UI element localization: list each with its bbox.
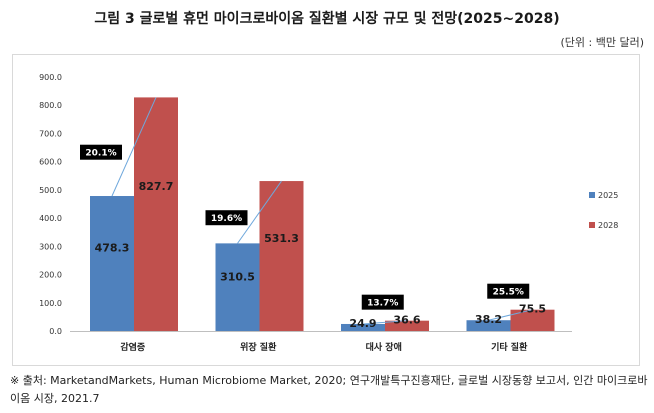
- growth-line: [488, 309, 533, 321]
- y-tick-label: 0.0: [49, 327, 62, 336]
- legend-swatch: [589, 222, 595, 228]
- data-label-2028: 36.6: [393, 314, 420, 327]
- x-category-label: 기타 질환: [491, 341, 528, 353]
- bar-2025: [215, 243, 260, 331]
- cagr-label: 20.1%: [85, 149, 116, 159]
- unit-label: (단위 : 백만 달러): [560, 36, 645, 49]
- data-label-2025: 24.9: [349, 317, 376, 330]
- bar-2025: [90, 196, 134, 331]
- x-category-label: 감염증: [120, 341, 145, 353]
- bar-2025: [341, 323, 385, 331]
- y-tick-label: 100.0: [39, 299, 62, 308]
- cagr-badge: [205, 210, 248, 226]
- y-tick-label: 600.0: [39, 158, 62, 167]
- data-label-2028: 75.5: [519, 303, 546, 316]
- data-label-2028: 531.3: [264, 232, 299, 245]
- bar-2028: [134, 97, 178, 331]
- cagr-label: 19.6%: [211, 214, 242, 224]
- growth-line: [362, 320, 408, 325]
- legend-label: 2025: [598, 191, 618, 200]
- y-tick-label: 400.0: [39, 214, 62, 223]
- bar-2028: [510, 309, 555, 331]
- x-category-label: 대사 장애: [366, 341, 402, 353]
- bar-2028: [259, 181, 304, 331]
- y-tick-label: 700.0: [39, 129, 62, 138]
- x-category-label: 위장 질환: [240, 341, 277, 353]
- growth-line: [111, 97, 157, 197]
- cagr-badge: [361, 294, 404, 310]
- bar-chart: 0.0 100.0 200.0 300.0 400.0 500.0 600.0 700.0 80…: [39, 73, 618, 353]
- y-tick-label: 300.0: [39, 242, 62, 251]
- data-label-2025: 38.2: [475, 313, 502, 326]
- bar-2025: [466, 320, 511, 331]
- cagr-badge: [80, 144, 122, 160]
- data-label-2028: 827.7: [139, 180, 174, 193]
- data-label-2025: 310.5: [220, 271, 255, 284]
- chart-title: 그림 3 글로벌 휴먼 마이크로바이옴 질환별 시장 규모 및 전망(2025~…: [94, 11, 560, 27]
- cagr-label: 13.7%: [367, 299, 398, 309]
- cagr-badge: [487, 283, 530, 299]
- data-label-2025: 478.3: [95, 241, 130, 254]
- source-note: ※ 출처: MarketandMarkets, Human Microbiome…: [10, 374, 648, 405]
- bar-2028: [385, 320, 429, 331]
- y-tick-label: 500.0: [39, 186, 62, 195]
- legend-swatch: [589, 192, 595, 198]
- cagr-label: 25.5%: [493, 288, 524, 298]
- growth-line: [237, 180, 282, 244]
- y-tick-label: 900.0: [39, 73, 62, 82]
- y-tick-label: 800.0: [39, 101, 62, 110]
- y-tick-label: 200.0: [39, 271, 62, 280]
- legend-label: 2028: [598, 221, 618, 230]
